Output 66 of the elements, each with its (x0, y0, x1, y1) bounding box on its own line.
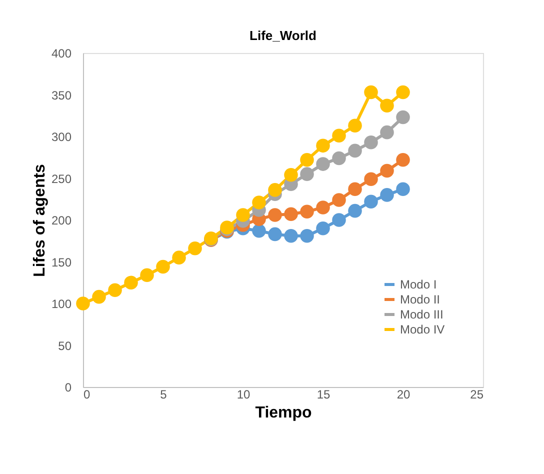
point (108, 283, 122, 298)
point (300, 228, 314, 243)
point (316, 200, 330, 214)
point (396, 110, 410, 124)
point (284, 207, 298, 222)
point (252, 196, 266, 210)
point (380, 188, 394, 202)
point (396, 85, 410, 100)
point (348, 182, 362, 196)
point (284, 168, 298, 182)
point (76, 296, 90, 310)
x-tick-label: 10 (236, 388, 250, 402)
point (284, 228, 298, 243)
x-tick-label: 0 (84, 388, 90, 402)
point (332, 193, 346, 207)
x-tick-label: 15 (316, 388, 330, 402)
point (380, 164, 394, 178)
y-tick-label: 250 (51, 172, 72, 186)
point (364, 194, 378, 209)
chart-title: Life_World (250, 28, 317, 43)
point (348, 204, 362, 218)
point (332, 151, 346, 166)
point (268, 208, 282, 222)
point (396, 182, 410, 196)
y-tick-label: 350 (51, 88, 72, 102)
y-tick-label: 100 (51, 297, 72, 311)
point (380, 98, 394, 112)
point (268, 227, 282, 242)
point (92, 290, 106, 304)
point (316, 157, 330, 171)
y-tick-label: 200 (51, 214, 72, 228)
point (300, 204, 314, 219)
point (332, 128, 346, 143)
point (332, 213, 346, 227)
legend-label: Modo IV (400, 322, 445, 336)
point (316, 138, 330, 153)
point (156, 260, 170, 274)
point (364, 172, 378, 186)
legend-label: Modo I (400, 278, 437, 292)
legend-label: Modo II (400, 292, 440, 306)
point (380, 125, 394, 140)
legend-label: Modo III (400, 308, 444, 322)
y-tick-label: 400 (51, 46, 72, 60)
y-tick-label: 50 (58, 338, 72, 353)
point (364, 135, 378, 150)
x-axis-title: Tiempo (255, 404, 312, 422)
x-tick-label: 5 (160, 388, 168, 402)
point (396, 153, 410, 167)
point (140, 268, 154, 282)
point (348, 118, 362, 133)
point (252, 224, 266, 238)
point (268, 183, 282, 197)
point (236, 208, 250, 222)
point (172, 250, 186, 264)
y-tick-label: 150 (51, 255, 72, 270)
point (124, 276, 138, 290)
y-axis-title: Lifes of agents (31, 164, 48, 277)
point (300, 167, 314, 181)
y-tick-label: 300 (51, 130, 72, 144)
point (316, 221, 330, 236)
x-tick-label: 20 (396, 388, 410, 402)
x-tick-label: 25 (470, 388, 484, 402)
point (188, 242, 202, 256)
point (364, 85, 378, 100)
point (348, 144, 362, 158)
point (300, 153, 314, 167)
